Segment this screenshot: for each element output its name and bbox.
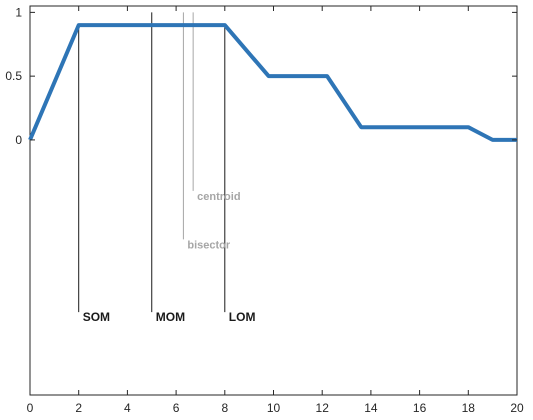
- lom-label: LOM: [229, 310, 256, 324]
- x-tick-label: 16: [413, 401, 427, 415]
- marker-lines: [78, 12, 226, 313]
- x-tick-label: 6: [173, 401, 180, 415]
- x-tick-label: 14: [364, 401, 378, 415]
- x-tick-label: 18: [462, 401, 476, 415]
- x-tick-label: 10: [267, 401, 281, 415]
- series-layer: [28, 23, 517, 142]
- x-tick-label: 0: [27, 401, 34, 415]
- series-line: [28, 23, 517, 142]
- y-tick-label: 0.5: [5, 69, 22, 83]
- x-axis-ticks: 0 2 4 6 8 10 12 14 16 18 20: [27, 6, 524, 415]
- x-tick-label: 4: [124, 401, 131, 415]
- centroid-label: centroid: [197, 191, 240, 203]
- y-tick-label: 0: [15, 133, 22, 147]
- mom-label: MOM: [156, 310, 185, 324]
- som-label: SOM: [83, 310, 110, 324]
- x-tick-label: 20: [510, 401, 524, 415]
- marker-labels: SOM MOM LOM bisector centroid: [83, 191, 256, 324]
- x-tick-label: 12: [316, 401, 330, 415]
- x-tick-label: 2: [75, 401, 82, 415]
- x-tick-label: 8: [221, 401, 228, 415]
- y-tick-label: 1: [15, 5, 22, 19]
- y-axis-ticks: 00.51: [5, 5, 517, 147]
- bisector-label: bisector: [187, 239, 231, 251]
- plot-area: [29, 5, 518, 396]
